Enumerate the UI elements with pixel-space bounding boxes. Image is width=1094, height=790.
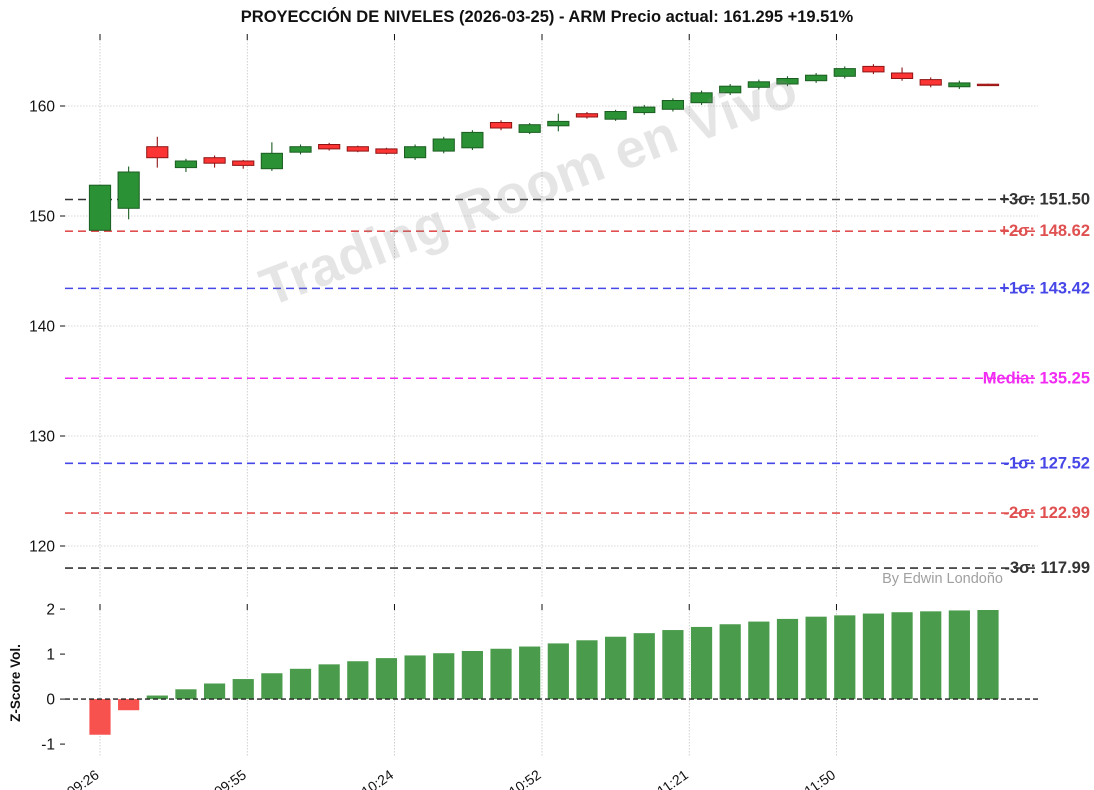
svg-text:120: 120 bbox=[29, 539, 55, 556]
svg-text:150: 150 bbox=[29, 209, 55, 226]
svg-text:1: 1 bbox=[46, 647, 55, 664]
svg-text:+2σ: 148.62: +2σ: 148.62 bbox=[999, 222, 1090, 240]
svg-text:160: 160 bbox=[29, 99, 55, 116]
svg-text:2: 2 bbox=[46, 602, 55, 619]
svg-text:By Edwin Londoño: By Edwin Londoño bbox=[882, 571, 1003, 587]
svg-text:-3σ: 117.99: -3σ: 117.99 bbox=[1004, 559, 1090, 577]
svg-text:+3σ: 151.50: +3σ: 151.50 bbox=[999, 191, 1090, 209]
svg-text:PROYECCIÓN DE NIVELES (2026-03: PROYECCIÓN DE NIVELES (2026-03-25) - ARM… bbox=[241, 7, 854, 26]
svg-text:-1: -1 bbox=[41, 737, 55, 754]
svg-text:-2σ: 122.99: -2σ: 122.99 bbox=[1003, 504, 1090, 522]
svg-text:Media: 135.25: Media: 135.25 bbox=[983, 369, 1090, 387]
svg-text:140: 140 bbox=[29, 319, 55, 336]
svg-text:+1σ: 143.42: +1σ: 143.42 bbox=[999, 279, 1090, 297]
svg-text:-1σ: 127.52: -1σ: 127.52 bbox=[1003, 454, 1090, 472]
svg-text:Z-Score Vol.: Z-Score Vol. bbox=[8, 644, 23, 722]
svg-text:0: 0 bbox=[46, 692, 55, 709]
svg-text:130: 130 bbox=[29, 429, 55, 446]
